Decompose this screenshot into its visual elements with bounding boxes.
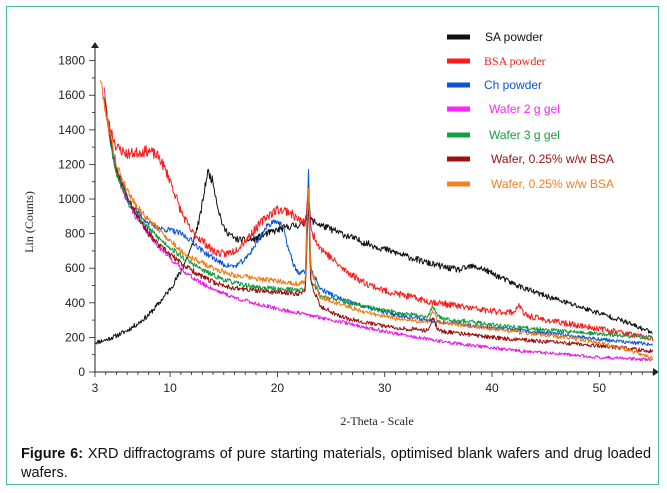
x-tick-label: 10: [163, 381, 177, 395]
y-tick-label: 400: [65, 296, 85, 310]
chart-axes: 3 10 20 30 40 50 0 200 400 600 800 1000 1200 1400 1600…: [58, 42, 658, 395]
x-axis-label: 2-Theta - Scale: [340, 414, 413, 428]
xrd-chart: 3 10 20 30 40 50 0 200 400 600 800 1000 1200 1400 1600…: [22, 30, 658, 428]
x-tick-label: 40: [485, 381, 499, 395]
legend-label-3: Ch powder: [484, 78, 542, 92]
caption-text: XRD diffractograms of pure starting mate…: [21, 446, 652, 481]
figure-panel: 3 10 20 30 40 50 0 200 400 600 800 1000 1200 1400 1600…: [6, 6, 659, 485]
chart-legend: SA powder BSA powder Ch powder Wafer 2 g ge…: [447, 30, 614, 191]
x-axis-arrow: [653, 368, 658, 376]
y-tick-label: 1200: [58, 157, 85, 171]
y-tick-label: 1400: [58, 123, 85, 137]
y-axis-label: Lin (Counts): [22, 191, 36, 253]
legend-label-5: Wafer 3 g gel: [489, 128, 560, 142]
y-tick-label: 200: [65, 330, 85, 344]
y-tick-label: 600: [65, 261, 85, 275]
chart-series-layer: [94, 80, 654, 362]
legend-label-7: Wafer, 0.25% w/w BSA: [491, 177, 614, 191]
y-tick-label: 1600: [58, 88, 85, 102]
y-tick-label: 1800: [58, 54, 85, 68]
legend-label-1: SA powder: [485, 30, 543, 44]
legend-label-6: Wafer, 0.25% w/w BSA: [491, 152, 614, 166]
series-line-7: [99, 80, 654, 360]
x-tick-label: 20: [271, 381, 285, 395]
y-tick-label: 0: [78, 365, 85, 379]
x-tick-label: 3: [92, 381, 99, 395]
legend-label-2: BSA powder: [484, 54, 546, 68]
series-line-6: [104, 97, 654, 354]
legend-label-4: Wafer 2 g gel: [489, 102, 560, 116]
y-tick-label: 1000: [58, 192, 85, 206]
caption-label: Figure 6:: [21, 446, 84, 462]
series-line-1: [94, 168, 653, 345]
x-tick-label: 50: [593, 381, 607, 395]
series-line-4: [103, 87, 654, 362]
y-tick-label: 800: [65, 227, 85, 241]
series-line-2: [103, 98, 654, 342]
y-axis-arrow: [91, 42, 99, 48]
x-tick-label: 30: [378, 381, 392, 395]
figure-caption: Figure 6: XRD diffractograms of pure sta…: [21, 445, 651, 483]
series-line-5: [105, 105, 653, 340]
